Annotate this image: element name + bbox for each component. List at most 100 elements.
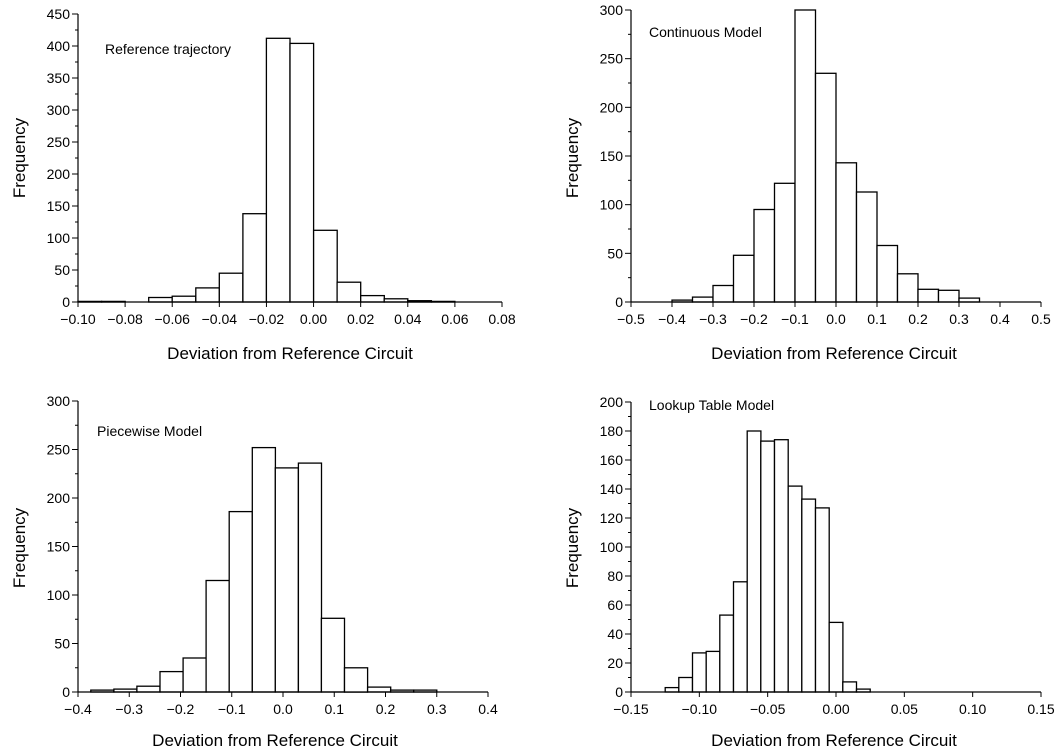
histogram-bar — [917, 288, 940, 303]
panel-lookup-table-model: Lookup Table Model Deviation from Refere… — [563, 394, 1055, 750]
x-tick-label: −0.10 — [60, 311, 96, 327]
y-tick-label: 180 — [600, 423, 624, 439]
x-axis-title: Deviation from Reference Circuit — [167, 344, 413, 363]
histogram-bar — [336, 281, 362, 303]
histogram-bar — [195, 287, 221, 303]
histogram-bar — [828, 621, 844, 693]
x-tick-label: 0.10 — [959, 701, 986, 717]
y-tick-label: 20 — [607, 655, 623, 671]
histogram-bar — [228, 510, 253, 693]
histogram-bar — [842, 681, 858, 693]
histogram-bar — [705, 650, 721, 693]
x-tick-label: 0.06 — [441, 311, 468, 327]
histogram-bar — [801, 498, 817, 693]
x-tick-label: −0.04 — [202, 311, 238, 327]
y-tick-label: 100 — [47, 587, 71, 603]
x-axis-title: Deviation from Reference Circuit — [711, 344, 957, 363]
histogram-bar — [148, 296, 173, 303]
panel-annotation: Reference trajectory — [105, 41, 231, 57]
x-tick-label: 0.1 — [325, 701, 345, 717]
y-tick-label: 150 — [47, 539, 71, 555]
x-tick-label: −0.10 — [682, 701, 718, 717]
y-tick-label: 300 — [47, 102, 71, 118]
y-tick-label: 300 — [600, 2, 624, 18]
y-axis-title: Frequency — [563, 117, 582, 198]
y-tick-label: 50 — [607, 245, 623, 261]
histogram-bar — [896, 273, 919, 303]
y-tick-label: 200 — [600, 394, 624, 410]
histogram-bar — [855, 191, 878, 303]
x-tick-label: 0.08 — [488, 311, 515, 327]
histogram-bar — [937, 289, 960, 303]
y-tick-label: 400 — [47, 38, 71, 54]
y-tick-label: 100 — [47, 230, 71, 246]
y-tick-label: 150 — [600, 148, 624, 164]
histogram-bar — [773, 439, 789, 693]
x-tick-label: −0.02 — [249, 311, 285, 327]
x-tick-label: 0.0 — [826, 311, 846, 327]
histogram-bar — [773, 182, 796, 303]
y-tick-label: 160 — [600, 452, 624, 468]
histogram-bar — [746, 430, 762, 693]
panel-continuous-model: Continuous Model Deviation from Referenc… — [563, 2, 1051, 363]
histogram-bar — [691, 652, 707, 693]
histogram-bar — [312, 229, 338, 303]
histogram-bar — [753, 208, 776, 303]
histogram-bar — [835, 162, 858, 303]
x-tick-label: 0.1 — [867, 311, 887, 327]
histogram-bar — [265, 37, 291, 303]
x-tick-label: 0.0 — [273, 701, 293, 717]
y-tick-label: 450 — [47, 6, 71, 22]
x-tick-label: 0.04 — [394, 311, 421, 327]
y-tick-label: 350 — [47, 70, 71, 86]
panel-piecewise-model: Piecewise Model Deviation from Reference… — [10, 393, 498, 750]
histogram-bar — [814, 72, 837, 303]
x-tick-label: −0.1 — [781, 311, 809, 327]
histogram-bar — [360, 294, 385, 303]
histogram-bar — [876, 244, 899, 303]
y-tick-label: 80 — [607, 568, 623, 584]
histogram-bar — [760, 440, 776, 693]
y-tick-label: 250 — [47, 442, 71, 458]
histogram-bar — [159, 670, 184, 693]
y-tick-label: 50 — [54, 636, 70, 652]
histogram-bar — [136, 685, 161, 693]
panel-annotation: Piecewise Model — [97, 423, 202, 439]
histogram-bar — [794, 9, 817, 303]
panel-reference-trajectory: Reference trajectory Deviation from Refe… — [10, 6, 516, 363]
y-tick-label: 0 — [615, 294, 623, 310]
y-tick-label: 120 — [600, 510, 624, 526]
x-tick-label: 0.15 — [1027, 701, 1054, 717]
y-axis-title: Frequency — [10, 507, 29, 588]
x-axis-title: Deviation from Reference Circuit — [152, 731, 398, 750]
x-axis-title: Deviation from Reference Circuit — [711, 731, 957, 750]
x-tick-label: −0.3 — [115, 701, 143, 717]
x-tick-label: −0.2 — [167, 701, 195, 717]
y-axis-title: Frequency — [563, 507, 582, 588]
x-tick-label: 0.4 — [478, 701, 498, 717]
histogram-bar — [242, 213, 268, 303]
x-tick-label: 0.05 — [891, 701, 918, 717]
x-tick-label: −0.3 — [699, 311, 727, 327]
histogram-bar — [814, 507, 830, 693]
histogram-bar — [732, 254, 755, 303]
y-tick-label: 200 — [47, 166, 71, 182]
histogram-bar — [691, 296, 714, 303]
y-tick-label: 100 — [600, 539, 624, 555]
x-tick-label: 0.3 — [427, 701, 447, 717]
histogram-bar — [320, 617, 346, 693]
x-tick-label: −0.1 — [218, 701, 246, 717]
x-tick-label: −0.4 — [658, 311, 686, 327]
histogram-bar — [719, 614, 735, 693]
x-tick-label: −0.5 — [617, 311, 645, 327]
histogram-bar — [664, 686, 680, 693]
y-axis-title: Frequency — [10, 117, 29, 198]
x-tick-label: 0.00 — [300, 311, 327, 327]
y-tick-label: 200 — [47, 490, 71, 506]
y-tick-label: 40 — [607, 626, 623, 642]
x-tick-label: 0.00 — [822, 701, 849, 717]
panel-annotation: Lookup Table Model — [649, 397, 774, 413]
histogram-bar — [732, 581, 748, 693]
y-tick-label: 60 — [607, 597, 623, 613]
y-tick-label: 140 — [600, 481, 624, 497]
